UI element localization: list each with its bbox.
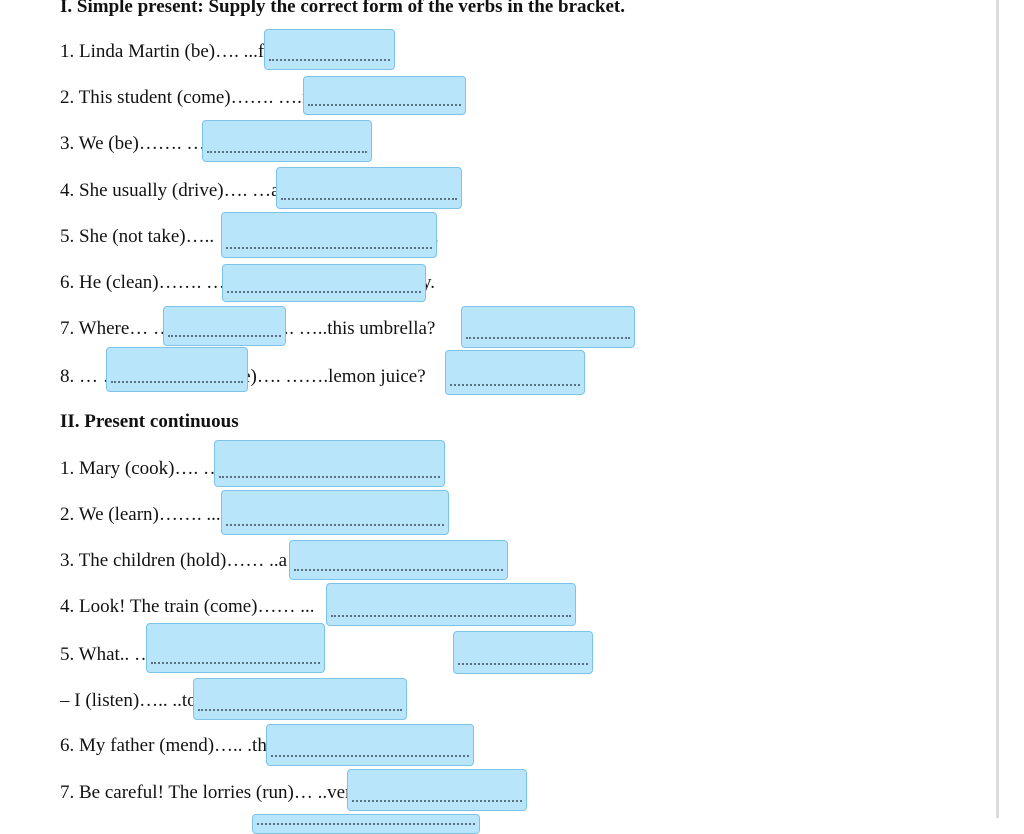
exercise-2-item-4: 4. Look! The train (come)…… ... [60, 596, 315, 617]
answer-field[interactable] [146, 623, 325, 673]
answer-field[interactable] [163, 306, 286, 346]
answer-field[interactable] [222, 264, 426, 302]
answer-field[interactable] [453, 631, 593, 674]
answer-field[interactable] [289, 540, 508, 580]
answer-field[interactable] [214, 440, 445, 487]
answer-field[interactable] [276, 167, 462, 209]
answer-field[interactable] [264, 29, 395, 70]
answer-field[interactable] [202, 120, 372, 162]
answer-field[interactable] [266, 724, 474, 766]
answer-field[interactable] [347, 769, 527, 811]
page-edge [996, 0, 999, 818]
answer-field[interactable] [326, 583, 576, 626]
answer-field[interactable] [106, 347, 248, 392]
answer-field[interactable] [461, 306, 635, 348]
answer-field[interactable] [193, 678, 407, 720]
answer-field[interactable] [303, 76, 466, 115]
answer-field[interactable] [252, 814, 480, 834]
answer-field[interactable] [221, 212, 437, 258]
answer-field[interactable] [221, 490, 449, 535]
answer-field[interactable] [445, 350, 585, 395]
exercise-2-item-7: 7. Be careful! The lorries (run)… ..very… [60, 782, 398, 803]
section-2-heading: II. Present continuous [60, 411, 239, 432]
section-1-heading: I. Simple present: Supply the correct fo… [60, 0, 626, 17]
exercise-2-item-3: 3. The children (hold)…… ..a handbag. [60, 550, 361, 571]
